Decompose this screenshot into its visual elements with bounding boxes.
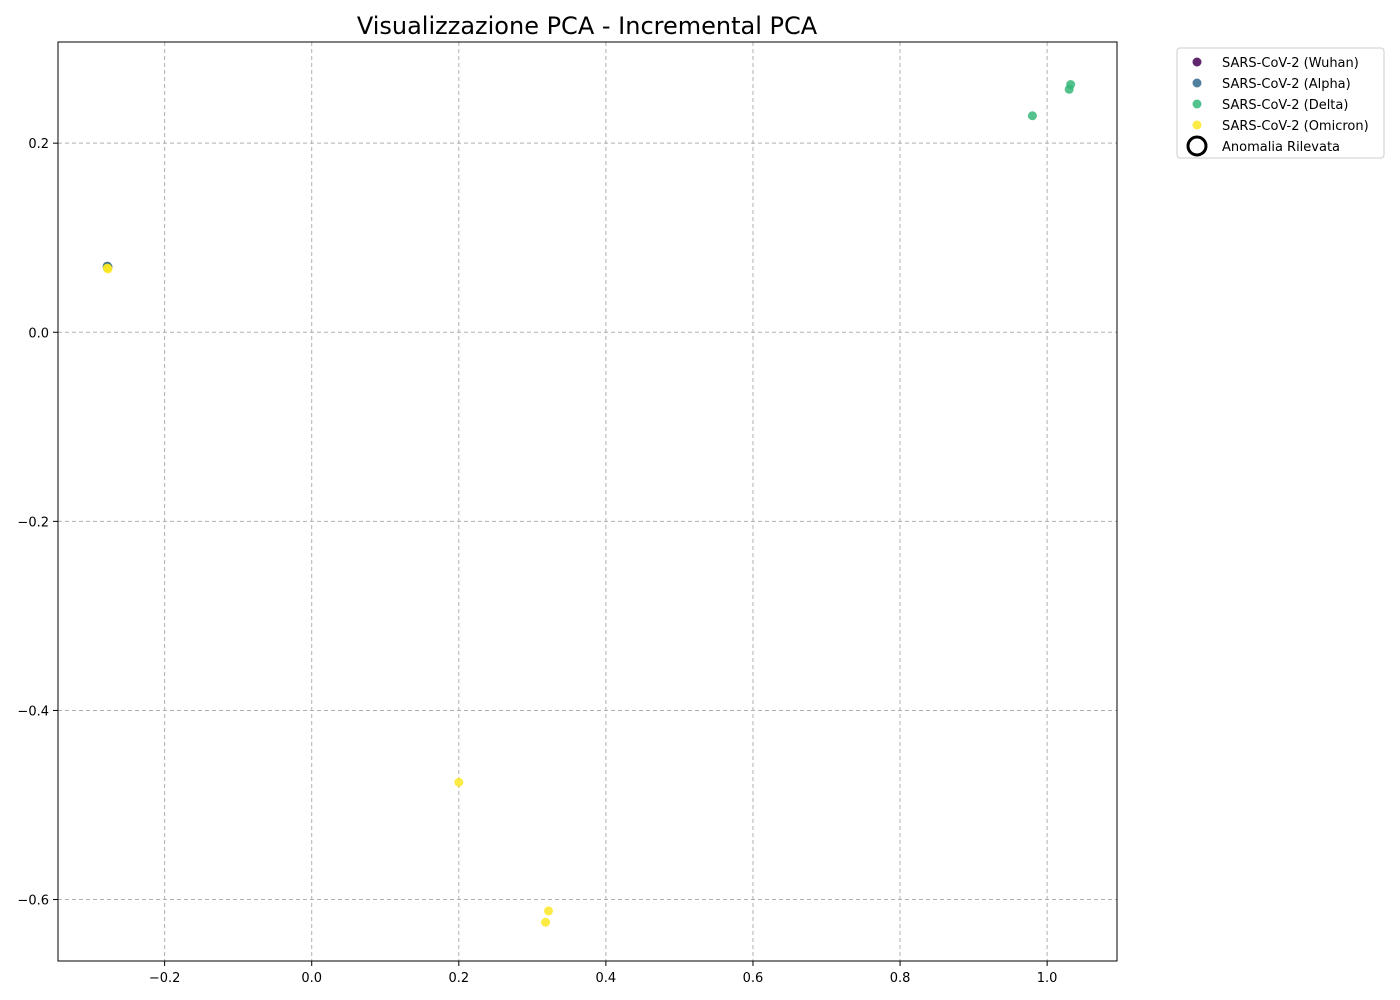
legend-marker-series-2	[1192, 99, 1202, 109]
legend-label-anomaly: Anomalia Rilevata	[1222, 140, 1340, 155]
y-tick-label: −0.2	[17, 515, 49, 530]
data-point-series-2	[1066, 80, 1076, 90]
data-point-series-3	[454, 777, 464, 787]
data-point-series-3	[544, 906, 554, 916]
legend-label-series-2: SARS-CoV-2 (Delta)	[1222, 98, 1348, 113]
x-tick-label: 0.4	[596, 971, 617, 986]
legend-label-series-0: SARS-CoV-2 (Wuhan)	[1222, 56, 1359, 71]
x-tick-label: 0.8	[890, 971, 911, 986]
legend-marker-anomaly	[1186, 135, 1208, 157]
y-tick-label: −0.6	[17, 894, 49, 909]
x-tick-label: 0.0	[301, 971, 322, 986]
y-tick-label: 0.0	[28, 326, 49, 341]
y-tick-label: 0.2	[28, 137, 49, 152]
data-point-series-3	[103, 264, 113, 274]
legend-marker-series-3	[1192, 120, 1202, 130]
data-point-series-2	[1027, 111, 1037, 121]
y-tick-label: −0.4	[17, 704, 49, 719]
legend-items: SARS-CoV-2 (Wuhan) SARS-CoV-2 (Alpha) SARS…	[1186, 56, 1369, 157]
data-point-series-3	[541, 917, 551, 927]
grid-lines	[58, 42, 1117, 961]
data-points	[102, 80, 1076, 927]
axis-ticks: −0.2 0.0 0.2 0.4 0.6 0.8 1.0 −0.6 −0.4 −0.2 0.0 0.2	[17, 137, 1057, 986]
plot-area-frame	[57, 41, 1118, 962]
x-tick-label: −0.2	[149, 971, 181, 986]
legend-marker-series-0	[1192, 57, 1202, 67]
x-tick-label: 0.6	[743, 971, 764, 986]
legend-label-series-1: SARS-CoV-2 (Alpha)	[1222, 77, 1351, 92]
legend-label-series-3: SARS-CoV-2 (Omicron)	[1222, 119, 1369, 134]
chart-title: Visualizzazione PCA - Incremental PCA	[357, 12, 818, 40]
legend: SARS-CoV-2 (Wuhan) SARS-CoV-2 (Alpha) SARS…	[1176, 47, 1385, 159]
legend-box	[1176, 47, 1385, 159]
x-tick-label: 0.2	[448, 971, 469, 986]
legend-marker-series-1	[1192, 78, 1202, 88]
x-tick-label: 1.0	[1037, 971, 1058, 986]
